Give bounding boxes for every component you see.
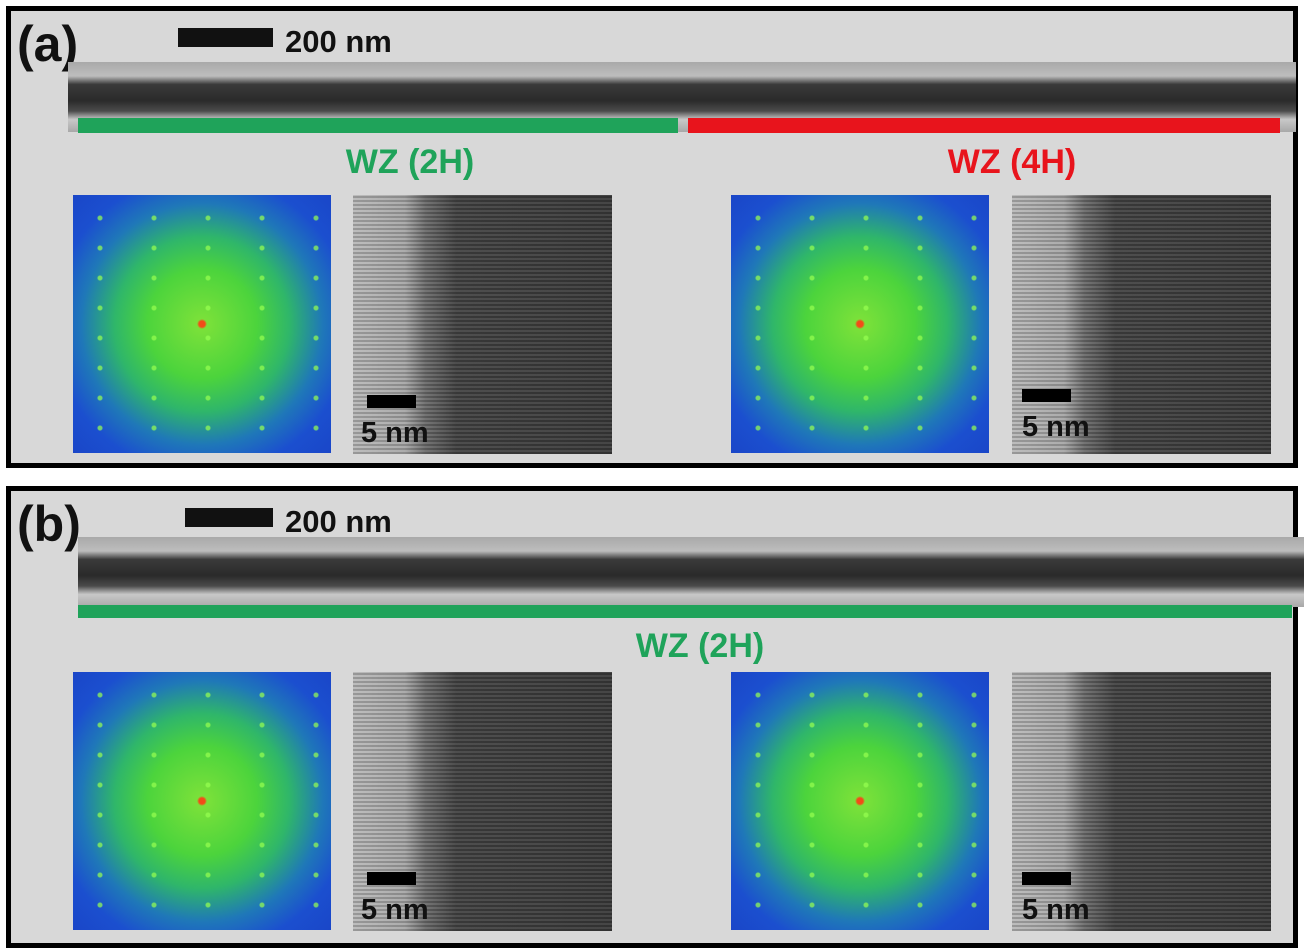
phase-label: WZ (2H) <box>210 145 610 179</box>
inset-scale-bar <box>1022 872 1071 885</box>
phase-bar-2h <box>78 118 678 133</box>
nanowire-image <box>78 537 1304 607</box>
inset-scale-text: 5 nm <box>1022 896 1090 925</box>
inset-scale-text: 5 nm <box>1022 413 1090 442</box>
phase-label: WZ (2H) <box>500 629 900 663</box>
fft-image <box>73 672 331 930</box>
panel-a: (a) 200 nm WZ (2H) WZ (4H) 5 nm 5 nm <box>6 6 1298 468</box>
fft-image <box>731 672 989 930</box>
phase-bar-4h <box>688 118 1280 133</box>
inset-scale-bar <box>367 872 416 885</box>
hrtem-image: 5 nm <box>1012 195 1271 454</box>
fft-image <box>73 195 331 453</box>
hrtem-image: 5 nm <box>353 195 612 454</box>
scale-bar-text: 200 nm <box>285 26 392 57</box>
page: (a) 200 nm WZ (2H) WZ (4H) 5 nm 5 nm (b)… <box>0 0 1304 945</box>
scale-bar <box>178 28 273 47</box>
fft-image <box>731 195 989 453</box>
hrtem-image: 5 nm <box>1012 672 1271 931</box>
inset-scale-text: 5 nm <box>361 896 429 925</box>
inset-scale-bar <box>367 395 416 408</box>
panel-b: (b) 200 nm WZ (2H) 5 nm 5 nm <box>6 486 1298 948</box>
phase-bar-2h <box>78 605 1292 618</box>
scale-bar-text: 200 nm <box>285 506 392 537</box>
panel-label: (b) <box>17 499 81 549</box>
scale-bar <box>185 508 273 527</box>
inset-scale-text: 5 nm <box>361 419 429 448</box>
hrtem-image: 5 nm <box>353 672 612 931</box>
phase-label: WZ (4H) <box>812 145 1212 179</box>
inset-scale-bar <box>1022 389 1071 402</box>
